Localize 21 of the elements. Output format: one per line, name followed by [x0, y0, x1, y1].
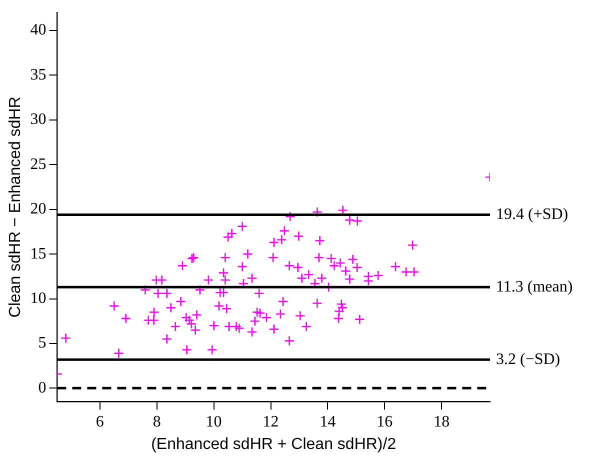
y-tick-label: 25	[30, 156, 46, 173]
y-tick-label: 40	[30, 22, 46, 39]
ref-line-label: 11.3 (mean)	[496, 278, 573, 296]
y-tick-label: 30	[30, 111, 46, 128]
y-tick-label: 10	[30, 290, 46, 307]
y-tick-label: 35	[30, 66, 46, 84]
x-axis-title: (Enhanced sdHR + Clean sdHR)/2	[151, 436, 396, 453]
y-axis-title: Clean sdHR − Enhanced sdHR	[7, 96, 24, 318]
y-tick-label: 15	[30, 245, 46, 262]
ref-line-label: 19.4 (+SD)	[496, 206, 568, 223]
x-tick-label: 8	[152, 413, 161, 430]
x-tick-label: 18	[434, 413, 450, 430]
y-tick-label: 0	[38, 379, 46, 396]
y-tick-label: 20	[30, 200, 46, 218]
x-tick-label: 16	[376, 413, 393, 430]
x-tick-label: 12	[262, 413, 279, 430]
ref-line-label: 3.2 (−SD)	[496, 350, 560, 368]
x-tick-label: 10	[206, 413, 222, 430]
x-tick-label: 6	[96, 413, 104, 430]
x-tick-label: 14	[320, 413, 336, 430]
y-tick-label: 5	[38, 334, 46, 352]
